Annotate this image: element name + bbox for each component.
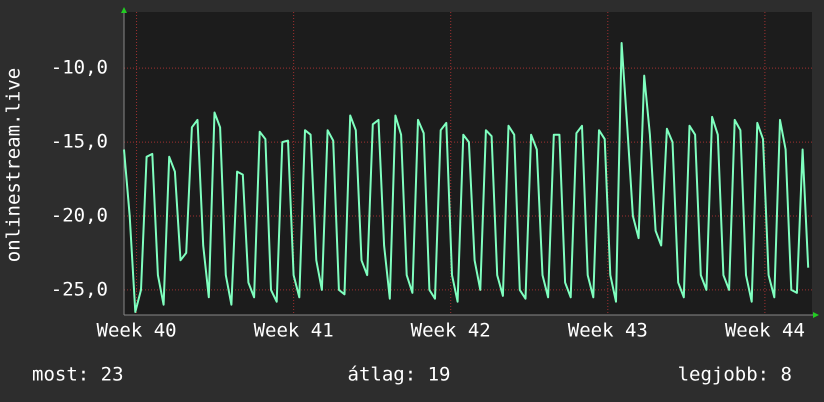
x-tick-label: Week 44: [725, 320, 805, 342]
x-tick-label: Week 43: [568, 320, 648, 342]
y-tick-label: -15,0: [51, 131, 108, 153]
stat-average: átlag: 19: [348, 364, 451, 386]
y-tick-label: -10,0: [51, 57, 108, 79]
y-tick-label: -20,0: [51, 204, 108, 226]
plot-area: [124, 12, 812, 315]
x-tick-label: Week 42: [411, 320, 491, 342]
y-axis-label: onlinestream.live: [3, 68, 25, 262]
x-arrow: [813, 312, 819, 318]
x-tick-label: Week 40: [97, 320, 177, 342]
stat-best: legjobb: 8: [678, 364, 792, 386]
y-arrow: [121, 7, 127, 13]
y-tick-label: -25,0: [51, 278, 108, 300]
stat-current: most: 23: [32, 364, 124, 386]
x-tick-label: Week 41: [254, 320, 334, 342]
data-line: [123, 42, 810, 313]
